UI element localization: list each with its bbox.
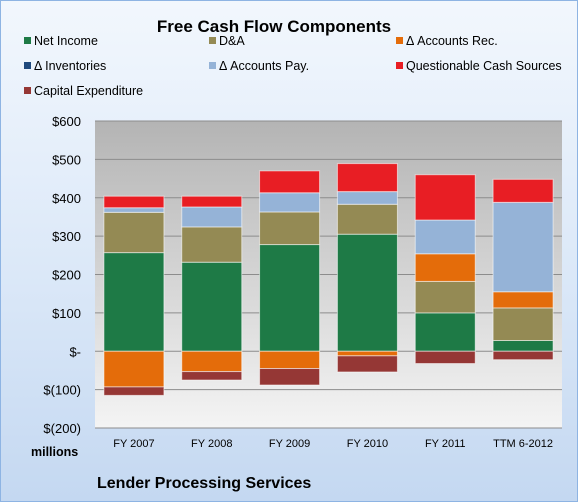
legend-label-inventories: Δ Inventories — [34, 59, 106, 73]
x-axis-ticks: FY 2007 FY 2008 FY 2009 FY 2010 FY 2011 TTM 6… — [113, 438, 553, 450]
bar-segment-d-a — [492, 307, 554, 342]
y-tick-label: $200 — [52, 268, 81, 283]
bar-segment-net-income — [103, 252, 165, 352]
x-tick-label: FY 2009 — [269, 438, 310, 450]
bar-segment-net-income — [414, 312, 476, 352]
x-tick-label: FY 2011 — [425, 438, 466, 450]
x-tick-label: TTM 6-2012 — [493, 438, 553, 450]
bar-segment-accounts-rec — [492, 291, 554, 309]
y-axis-units-label: millions — [31, 445, 78, 459]
y-tick-label: $300 — [52, 229, 81, 244]
bar-segment-accounts-rec — [336, 350, 398, 357]
legend-swatch-inventories — [24, 62, 31, 69]
bar-segment-capital-expenditure — [181, 371, 243, 381]
bar-segment-questionable-cash-sources — [103, 195, 165, 209]
bar-segment-capital-expenditure — [259, 368, 321, 386]
bar-segment-accounts-pay — [181, 206, 243, 228]
bar-segment-capital-expenditure — [336, 355, 398, 373]
bar-segment-questionable-cash-sources — [259, 170, 321, 194]
y-tick-label: $600 — [52, 114, 81, 129]
bar-segment-net-income — [492, 340, 554, 352]
bar-segment-net-income — [259, 244, 321, 352]
legend-label-d-a: D&A — [219, 34, 245, 48]
bar-segment-accounts-pay — [336, 191, 398, 205]
bar-segment-d-a — [336, 203, 398, 235]
legend-swatch-capital-expenditure — [24, 87, 31, 94]
bar-segment-d-a — [103, 211, 165, 254]
legend: Net Income D&A Δ Accounts Rec. Δ Inventorie… — [24, 34, 562, 98]
bar-segment-d-a — [259, 211, 321, 246]
bar-segment-capital-expenditure — [492, 350, 554, 361]
bar-segment-accounts-pay — [103, 207, 165, 213]
gridlines — [95, 120, 562, 429]
bar-segment-capital-expenditure — [103, 386, 165, 396]
bar-segment-accounts-rec — [181, 350, 243, 373]
x-tick-label: FY 2010 — [347, 438, 388, 450]
bar-segment-accounts-pay — [259, 192, 321, 213]
legend-label-net-income: Net Income — [34, 34, 98, 48]
legend-label-capital-expenditure: Capital Expenditure — [34, 84, 143, 98]
bar-segment-d-a — [181, 226, 243, 263]
x-tick-label: FY 2007 — [113, 438, 154, 450]
legend-swatch-questionable-cash-sources — [396, 62, 403, 69]
bar-segment-questionable-cash-sources — [336, 163, 398, 193]
bars — [103, 163, 554, 396]
bar-segment-accounts-rec — [259, 350, 321, 370]
bar-segment-capital-expenditure — [414, 350, 476, 365]
x-tick-label: FY 2008 — [191, 438, 232, 450]
bar-segment-questionable-cash-sources — [492, 178, 554, 203]
y-tick-label: $100 — [52, 306, 81, 321]
y-axis-ticks: $600 $500 $400 $300 $200 $100 $- $(100) $(200) — [43, 114, 81, 436]
bar-segment-accounts-rec — [103, 350, 165, 388]
bar-segment-questionable-cash-sources — [414, 174, 476, 221]
legend-swatch-d-a — [209, 37, 216, 44]
bar-segment-net-income — [336, 233, 398, 352]
legend-label-questionable-cash-sources: Questionable Cash Sources — [406, 59, 562, 73]
bar-segment-accounts-pay — [414, 219, 476, 255]
bar-segment-accounts-pay — [492, 201, 554, 293]
company-name: Lender Processing Services — [97, 475, 311, 492]
chart-title: Free Cash Flow Components — [157, 17, 391, 36]
y-tick-label: $- — [69, 344, 81, 359]
y-tick-label: $500 — [52, 152, 81, 167]
bar-segment-accounts-rec — [414, 253, 476, 282]
y-tick-label: $400 — [52, 191, 81, 206]
bar-segment-net-income — [181, 261, 243, 352]
legend-swatch-accounts-pay — [209, 62, 216, 69]
legend-swatch-accounts-rec — [396, 37, 403, 44]
y-tick-label: $(200) — [43, 421, 81, 436]
legend-label-accounts-rec: Δ Accounts Rec. — [406, 34, 498, 48]
bar-segment-d-a — [414, 280, 476, 314]
legend-swatch-net-income — [24, 37, 31, 44]
legend-label-accounts-pay: Δ Accounts Pay. — [219, 59, 309, 73]
bar-segment-questionable-cash-sources — [181, 195, 243, 208]
y-tick-label: $(100) — [43, 383, 81, 398]
